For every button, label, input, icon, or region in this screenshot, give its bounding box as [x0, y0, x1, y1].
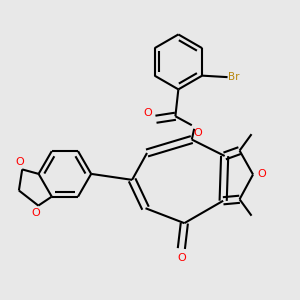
Text: O: O	[193, 128, 202, 138]
Text: O: O	[144, 108, 152, 118]
Text: O: O	[257, 169, 266, 179]
Text: O: O	[177, 253, 186, 263]
Text: Br: Br	[228, 72, 240, 82]
Text: O: O	[15, 157, 24, 167]
Text: O: O	[32, 208, 40, 218]
